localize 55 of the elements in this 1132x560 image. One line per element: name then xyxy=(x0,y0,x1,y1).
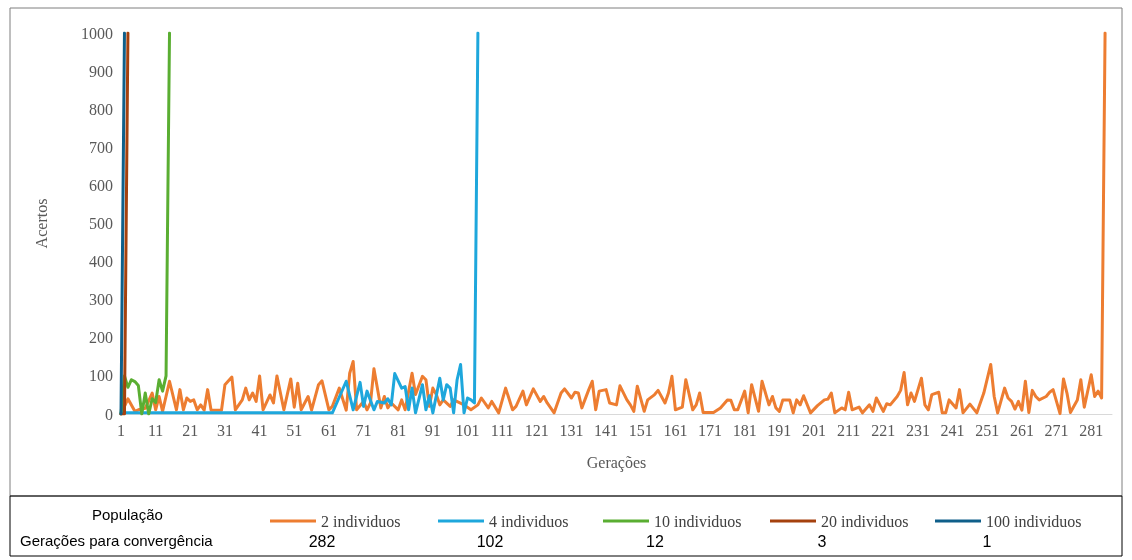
y-tick-label: 800 xyxy=(89,100,113,118)
y-tick-label: 600 xyxy=(89,176,113,194)
x-tick-label: 151 xyxy=(628,421,653,439)
x-tick-label: 201 xyxy=(802,421,827,439)
x-tick-label: 141 xyxy=(594,421,619,439)
text: 102 xyxy=(476,532,504,550)
y-tick-label: 1000 xyxy=(81,24,113,42)
text: 1 xyxy=(982,532,992,550)
x-tick-label: 171 xyxy=(698,421,723,439)
y-axis-title: Acertos xyxy=(32,198,50,249)
x-axis-title: Gerações xyxy=(586,453,647,472)
x-tick-label: 111 xyxy=(490,421,514,439)
x-tick-label: 181 xyxy=(732,421,757,439)
x-tick-label: 161 xyxy=(663,421,688,439)
x-tick-label: 281 xyxy=(1079,421,1104,439)
x-tick-label: 241 xyxy=(940,421,965,439)
legend-label: 4 individuos xyxy=(489,512,569,530)
y-tick-label: 700 xyxy=(89,138,113,156)
legend-label: 10 individuos xyxy=(654,512,742,530)
y-tick-label: 400 xyxy=(89,253,113,271)
x-tick-label: 251 xyxy=(975,421,1000,439)
text: Gerações para convergência xyxy=(20,532,214,549)
x-tick-label: 101 xyxy=(455,421,480,439)
x-tick-label: 191 xyxy=(767,421,792,439)
x-tick-label: 11 xyxy=(147,421,164,439)
legend-label: 100 individuos xyxy=(986,512,1082,530)
y-tick-label: 100 xyxy=(89,367,113,385)
x-tick-label: 131 xyxy=(559,421,584,439)
x-tick-label: 81 xyxy=(390,421,407,439)
legend-label: 2 individuos xyxy=(321,512,401,530)
x-tick-label: 221 xyxy=(871,421,896,439)
legend-label: 20 individuos xyxy=(821,512,909,530)
x-tick-label: 21 xyxy=(182,421,199,439)
y-tick-label: 200 xyxy=(89,329,113,347)
x-tick-label: 51 xyxy=(286,421,303,439)
x-tick-label: 41 xyxy=(251,421,268,439)
x-tick-label: 121 xyxy=(524,421,549,439)
x-tick-label: 261 xyxy=(1009,421,1034,439)
text: 3 xyxy=(817,532,827,550)
x-tick-label: 91 xyxy=(424,421,441,439)
text: 12 xyxy=(646,532,664,550)
x-tick-label: 71 xyxy=(355,421,372,439)
x-tick-label: 211 xyxy=(836,421,861,439)
y-tick-label: 900 xyxy=(89,62,113,80)
text: 282 xyxy=(308,532,336,550)
x-tick-label: 271 xyxy=(1044,421,1069,439)
x-tick-label: 231 xyxy=(905,421,930,439)
y-tick-label: 0 xyxy=(105,405,113,423)
y-tick-label: 500 xyxy=(89,215,113,232)
line-series xyxy=(119,31,172,416)
x-tick-label: 61 xyxy=(320,421,337,439)
y-tick-label: 300 xyxy=(89,291,113,309)
legend-title: População xyxy=(92,506,163,523)
x-tick-label: 1 xyxy=(117,421,125,439)
x-tick-label: 31 xyxy=(216,421,233,439)
